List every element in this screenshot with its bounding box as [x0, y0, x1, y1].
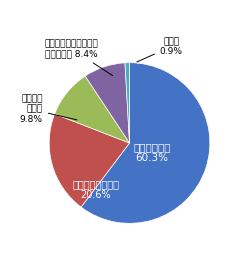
Wedge shape	[124, 63, 129, 143]
Wedge shape	[81, 63, 209, 223]
Text: 無回答
0.9%: 無回答 0.9%	[136, 37, 182, 62]
Wedge shape	[54, 76, 129, 143]
Text: 設置しているかどうか
分からない 8.4%: 設置しているかどうか 分からない 8.4%	[45, 39, 112, 76]
Text: 一部設置している
20.6%: 一部設置している 20.6%	[72, 179, 119, 200]
Text: 設置している
60.3%: 設置している 60.3%	[133, 142, 170, 163]
Wedge shape	[49, 114, 129, 207]
Wedge shape	[85, 63, 129, 143]
Text: 設置して
いない
9.8%: 設置して いない 9.8%	[20, 95, 77, 124]
